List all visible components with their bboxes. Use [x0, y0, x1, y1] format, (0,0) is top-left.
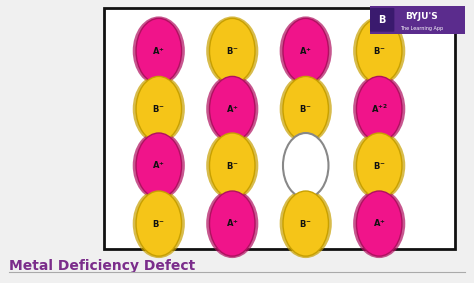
Ellipse shape [283, 133, 328, 198]
Ellipse shape [210, 191, 255, 256]
Ellipse shape [210, 18, 255, 83]
Ellipse shape [356, 76, 402, 142]
FancyBboxPatch shape [104, 8, 455, 249]
Ellipse shape [136, 18, 182, 83]
Text: $\mathbf{B^{-}}$: $\mathbf{B^{-}}$ [300, 218, 312, 229]
Ellipse shape [353, 74, 405, 143]
Ellipse shape [133, 74, 185, 143]
Ellipse shape [206, 16, 258, 85]
FancyBboxPatch shape [365, 4, 469, 35]
Ellipse shape [206, 189, 258, 258]
Text: $\mathbf{A^{+}}$: $\mathbf{A^{+}}$ [299, 45, 312, 57]
Ellipse shape [206, 131, 258, 200]
Ellipse shape [280, 189, 332, 258]
Ellipse shape [356, 133, 402, 198]
Text: $\mathbf{A^{+}}$: $\mathbf{A^{+}}$ [226, 218, 239, 230]
Text: $\mathbf{A^{+}}$: $\mathbf{A^{+}}$ [152, 45, 165, 57]
Ellipse shape [353, 16, 405, 85]
Ellipse shape [136, 191, 182, 256]
Text: $\mathbf{B^{-}}$: $\mathbf{B^{-}}$ [373, 160, 385, 171]
Ellipse shape [353, 189, 405, 258]
Text: B: B [378, 15, 386, 25]
Text: $\mathbf{A^{+}}$: $\mathbf{A^{+}}$ [152, 160, 165, 171]
Text: $\mathbf{B^{-}}$: $\mathbf{B^{-}}$ [153, 104, 165, 114]
Ellipse shape [283, 18, 328, 83]
Text: $\mathbf{A^{+2}}$: $\mathbf{A^{+2}}$ [371, 103, 388, 115]
Ellipse shape [353, 131, 405, 200]
Ellipse shape [133, 16, 185, 85]
Text: $\mathbf{B^{-}}$: $\mathbf{B^{-}}$ [226, 160, 238, 171]
Ellipse shape [280, 74, 332, 143]
Ellipse shape [210, 133, 255, 198]
Ellipse shape [136, 76, 182, 142]
Ellipse shape [356, 191, 402, 256]
Ellipse shape [356, 18, 402, 83]
Text: BYJU'S: BYJU'S [405, 12, 438, 22]
Text: $\mathbf{B^{-}}$: $\mathbf{B^{-}}$ [373, 46, 385, 56]
Ellipse shape [283, 76, 328, 142]
Ellipse shape [283, 191, 328, 256]
Text: $\mathbf{B^{-}}$: $\mathbf{B^{-}}$ [226, 46, 238, 56]
Ellipse shape [136, 133, 182, 198]
Text: Metal Deficiency Defect: Metal Deficiency Defect [9, 259, 196, 273]
FancyBboxPatch shape [370, 8, 394, 32]
Text: $\mathbf{B^{-}}$: $\mathbf{B^{-}}$ [153, 218, 165, 229]
Ellipse shape [133, 131, 185, 200]
Ellipse shape [210, 76, 255, 142]
Text: $\mathbf{A^{+}}$: $\mathbf{A^{+}}$ [373, 218, 386, 230]
Ellipse shape [280, 16, 332, 85]
Ellipse shape [133, 189, 185, 258]
Ellipse shape [206, 74, 258, 143]
Text: $\mathbf{B^{-}}$: $\mathbf{B^{-}}$ [300, 104, 312, 114]
Text: The Learning App: The Learning App [401, 26, 443, 31]
Text: $\mathbf{A^{+}}$: $\mathbf{A^{+}}$ [226, 103, 239, 115]
